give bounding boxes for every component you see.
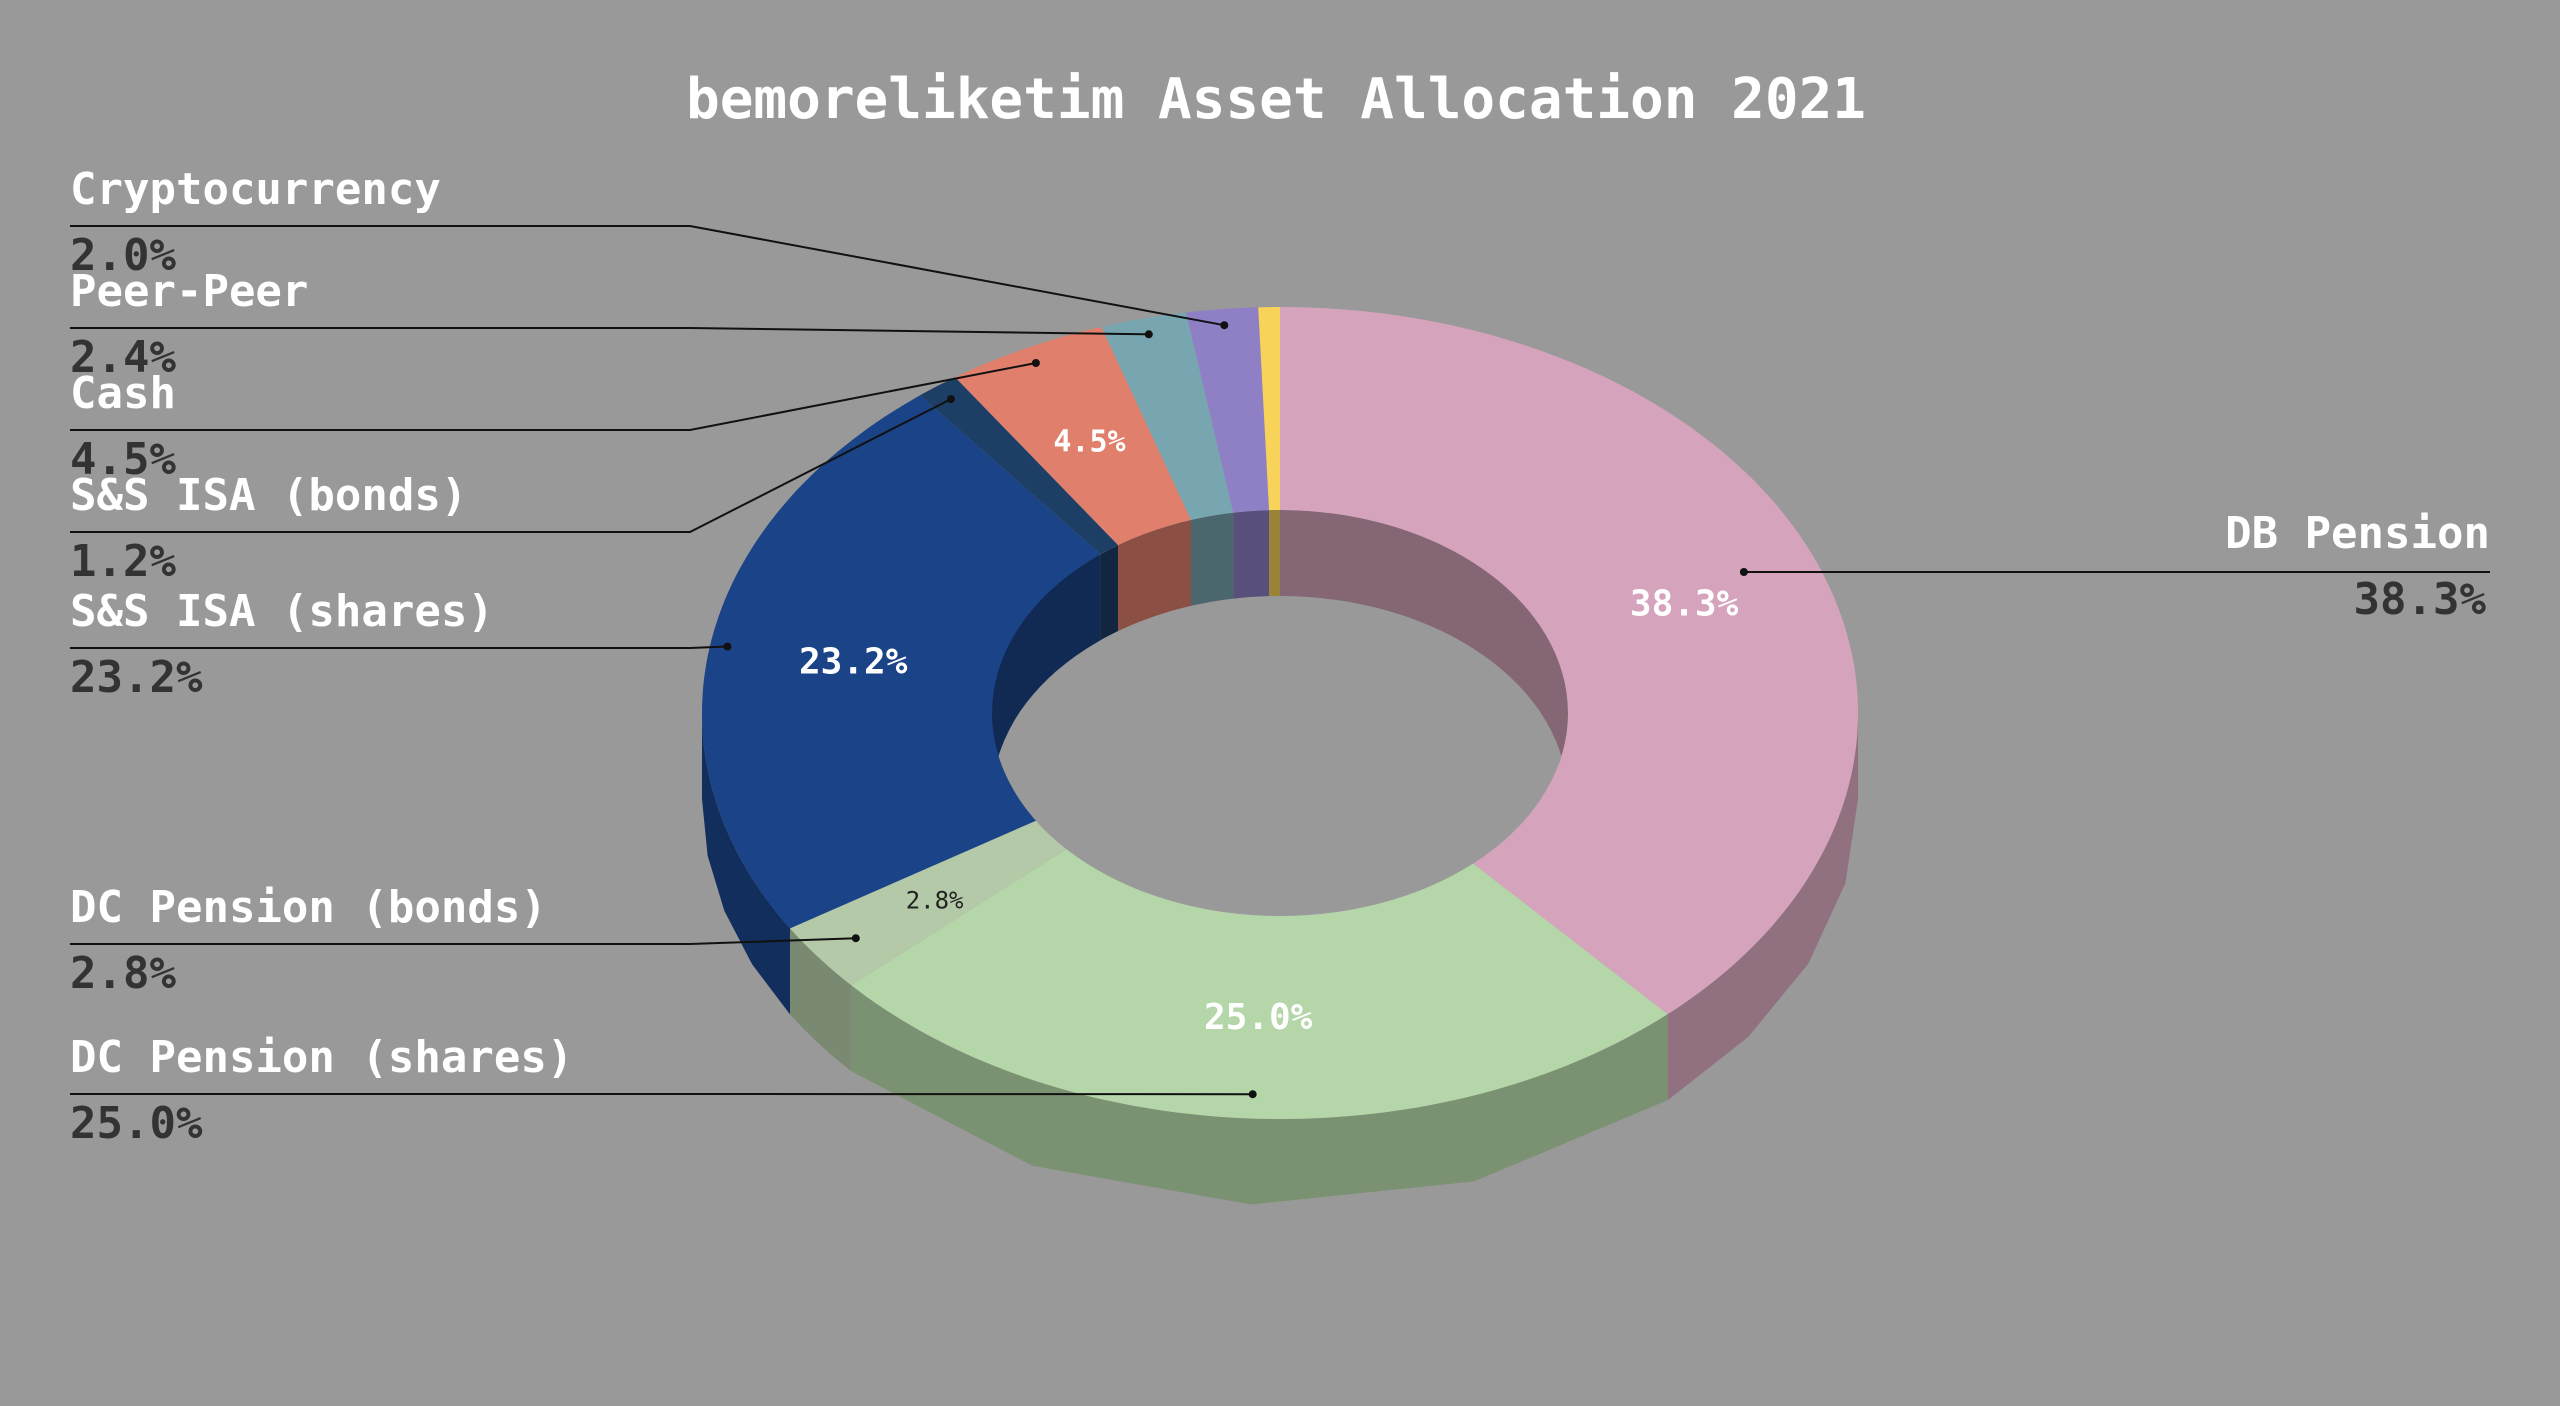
slice-sands-isa-bonds[interactable] xyxy=(920,377,1119,555)
label-pct: 23.2% xyxy=(70,652,203,703)
label-pct: 2.8% xyxy=(70,948,176,999)
leader-dot xyxy=(1031,359,1040,367)
leader-dot xyxy=(1144,330,1153,339)
label-pct: 2.4% xyxy=(70,332,176,383)
leader-line xyxy=(70,362,1037,431)
inner-pct-label: 25.0% xyxy=(1204,997,1313,1038)
label-sands-isa-shares: S&S ISA (shares) 23.2% xyxy=(70,586,494,703)
leader-line xyxy=(70,327,1149,336)
inner-pct-label: 23.2% xyxy=(799,642,908,683)
leader-dot xyxy=(947,395,955,404)
leader-dot xyxy=(1248,1090,1257,1099)
label-leader-lines xyxy=(70,225,2490,1099)
label-db-pension: DB Pension 38.3% xyxy=(2225,508,2490,625)
slice-cryptocurrency[interactable] xyxy=(1186,307,1270,513)
label-name: DC Pension (shares) xyxy=(70,1032,573,1083)
slice-dc-pension-bonds[interactable] xyxy=(790,820,1067,986)
inner-wall-segment xyxy=(992,554,1101,799)
inner-wall-segment xyxy=(1191,512,1234,606)
label-dc-pension-bonds: DC Pension (bonds) 2.8% xyxy=(70,882,547,999)
inner-wall-segment xyxy=(1280,510,1568,799)
label-pct: 25.0% xyxy=(70,1098,203,1149)
slice-sands-isa-shares[interactable] xyxy=(702,395,1101,929)
inner-pct-label: 38.3% xyxy=(1630,584,1739,625)
label-name: Cash xyxy=(70,368,176,419)
label-cryptocurrency: Cryptocurrency 2.0% xyxy=(70,164,441,281)
inner-wall xyxy=(992,510,1568,799)
label-name: Cryptocurrency xyxy=(70,164,441,215)
label-name: S&S ISA (bonds) xyxy=(70,470,467,521)
leader-dot xyxy=(723,642,732,651)
label-name: S&S ISA (shares) xyxy=(70,586,494,637)
label-pct: 1.2% xyxy=(70,536,176,587)
side-wall-dc-pension-bonds xyxy=(790,928,852,1072)
slice-unlabeled-8[interactable] xyxy=(1258,307,1280,511)
slice-db-pension[interactable] xyxy=(1280,307,1858,1015)
label-peer-peer: Peer-Peer 2.4% xyxy=(70,266,308,383)
inner-pct-label: 4.5% xyxy=(1053,425,1125,460)
leader-line xyxy=(70,937,856,945)
slice-labels: 38.3% 25.0% 2.8% 23.2% 4.5% DB Pension 38.3% DC… xyxy=(70,164,2490,1149)
donut-side-walls xyxy=(702,713,1858,1205)
label-cash: Cash 4.5% xyxy=(70,368,176,485)
donut-top-faces xyxy=(702,307,1858,1119)
inner-wall-segment xyxy=(1233,510,1270,599)
inner-wall-segment xyxy=(1100,545,1119,641)
leader-line xyxy=(70,225,1225,327)
label-name: Peer-Peer xyxy=(70,266,308,317)
side-wall-dc-pension-shares xyxy=(851,985,1668,1205)
slice-peer-peer[interactable] xyxy=(1101,312,1234,520)
inner-wall-segment xyxy=(1118,519,1191,632)
slice-cash[interactable] xyxy=(955,326,1191,546)
leader-dot xyxy=(1739,568,1748,576)
label-name: DB Pension xyxy=(2225,508,2490,559)
leader-dot xyxy=(1220,321,1229,330)
label-pct: 38.3% xyxy=(2354,574,2487,625)
label-pct: 2.0% xyxy=(70,230,176,281)
slice-dc-pension-shares[interactable] xyxy=(851,849,1668,1119)
side-wall-db-pension xyxy=(1667,713,1858,1101)
label-name: DC Pension (bonds) xyxy=(70,882,547,933)
side-wall-sands-isa-shares xyxy=(702,713,790,1015)
leader-line xyxy=(70,398,952,533)
label-dc-pension-shares: DC Pension (shares) 25.0% xyxy=(70,1032,573,1149)
label-sands-isa-bonds: S&S ISA (bonds) 1.2% xyxy=(70,470,467,587)
leader-dot xyxy=(851,934,860,943)
leader-line xyxy=(70,645,728,649)
chart-title: bemoreliketim Asset Allocation 2021 xyxy=(686,67,1866,132)
inner-pct-label: 2.8% xyxy=(906,887,964,915)
label-pct: 4.5% xyxy=(70,434,176,485)
inner-wall-segment xyxy=(1269,510,1280,597)
